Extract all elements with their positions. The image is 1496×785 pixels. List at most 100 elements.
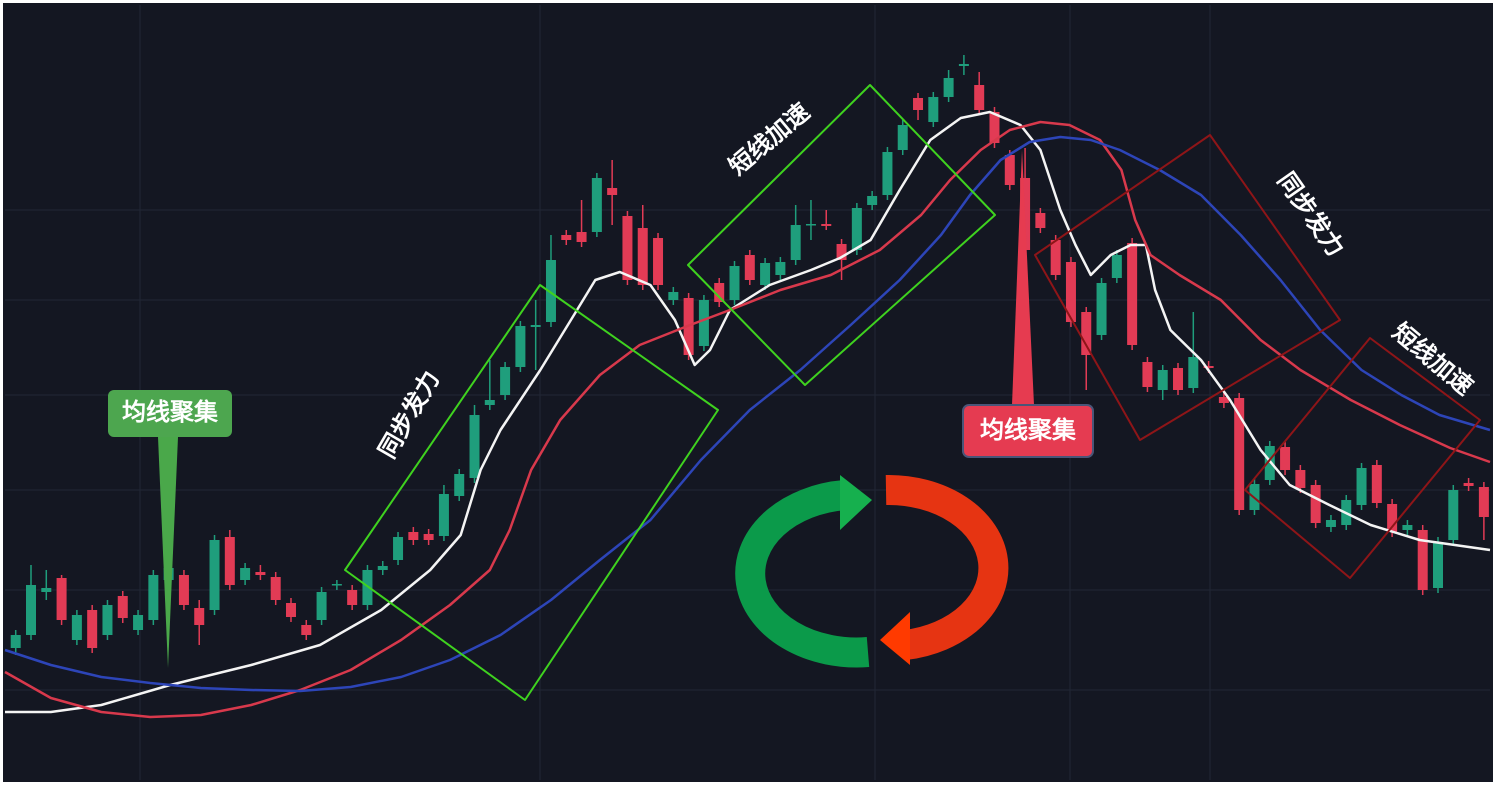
candle-body [1325, 520, 1336, 527]
candle-body [698, 300, 709, 346]
box [344, 284, 719, 701]
box [687, 84, 996, 386]
candle-body [1218, 397, 1229, 403]
candle-body [1142, 362, 1153, 387]
candle-body [958, 64, 969, 66]
candle-body [1264, 446, 1275, 480]
candle-body [622, 216, 633, 280]
candle-body [1280, 447, 1291, 470]
candle-body [1004, 155, 1015, 185]
candle-body [1417, 530, 1428, 590]
candle-body [178, 575, 189, 605]
annotation: 均线聚集 [122, 398, 219, 426]
candle-body [1478, 487, 1489, 517]
candle-body [805, 224, 816, 226]
pointer [1012, 150, 1034, 405]
candle-body [316, 592, 327, 620]
candle-body [1402, 525, 1413, 530]
candle-body [301, 625, 312, 635]
candle-body [1310, 485, 1321, 523]
candle-body [454, 474, 465, 496]
candle-body [1173, 368, 1184, 390]
background [3, 3, 1493, 782]
candle-body [1050, 240, 1061, 275]
candle-body [194, 608, 205, 625]
candle-body [591, 178, 602, 232]
label-box [108, 390, 232, 437]
candle-body [25, 585, 36, 635]
candle-body [943, 78, 954, 97]
candle-body [393, 537, 404, 560]
candle-body [576, 232, 587, 242]
label-box [962, 404, 1094, 458]
candle-body [209, 540, 220, 610]
candle-body [897, 125, 908, 150]
candle-body [408, 532, 419, 540]
candle-body [744, 255, 755, 280]
candle-body [347, 590, 358, 605]
moving-average-line [4, 120, 1491, 719]
candle-body [974, 85, 985, 110]
candle-body [1295, 470, 1306, 488]
annotation: 均线聚集 [980, 416, 1077, 444]
candle-body [882, 152, 893, 195]
candle-body [224, 537, 235, 585]
moving-average-line [4, 135, 1491, 693]
candle-body [1096, 283, 1107, 335]
candle-body [270, 577, 281, 600]
candle-body [1157, 370, 1168, 390]
moving-average-line [5, 110, 1491, 714]
arrow-head [880, 612, 910, 665]
candle-body [41, 588, 52, 592]
candle-body [362, 570, 373, 605]
candle-body [1387, 504, 1398, 532]
candle-body [668, 292, 679, 300]
candle-body [438, 494, 449, 536]
candle-body [1020, 178, 1031, 250]
candle-body [87, 610, 98, 648]
candle-body [775, 262, 786, 275]
candle-body [729, 266, 740, 300]
candle-body [117, 596, 128, 618]
candle-body [545, 260, 556, 322]
candle-body [133, 615, 144, 630]
candle-body [423, 534, 434, 540]
candle-body [1127, 243, 1138, 345]
candle-body [637, 228, 648, 285]
candle-body [714, 283, 725, 302]
candle-body [1356, 468, 1367, 505]
candle-body [836, 244, 847, 260]
candle-body [530, 325, 541, 327]
candle-body [1188, 357, 1199, 388]
arrow-head [840, 475, 872, 530]
candle-body [851, 208, 862, 250]
candle-body [913, 98, 924, 110]
candle-body [1065, 262, 1076, 322]
candle-body [148, 575, 159, 620]
candle-body [1463, 483, 1474, 486]
arrow [735, 480, 870, 668]
candle-body [1371, 465, 1382, 503]
candle-body [1234, 398, 1245, 510]
candle-body [867, 196, 878, 205]
candle-body [469, 415, 480, 478]
candle-body [56, 578, 67, 620]
candle-body [484, 400, 495, 405]
candle-body [760, 263, 771, 285]
candle-body [1081, 312, 1092, 355]
candle-body [10, 635, 21, 648]
candle-body [515, 326, 526, 367]
candle-body [71, 615, 82, 640]
candle-body [102, 605, 113, 635]
candle-body [285, 603, 296, 617]
arrow [885, 474, 1009, 660]
candle-body [1035, 213, 1046, 228]
boxes [344, 84, 1481, 701]
candle-body [1448, 490, 1459, 540]
candle-body [928, 97, 939, 122]
candle-body [561, 235, 572, 240]
candle-body [500, 367, 511, 395]
candle-body [240, 568, 251, 580]
candle-body [331, 584, 342, 586]
